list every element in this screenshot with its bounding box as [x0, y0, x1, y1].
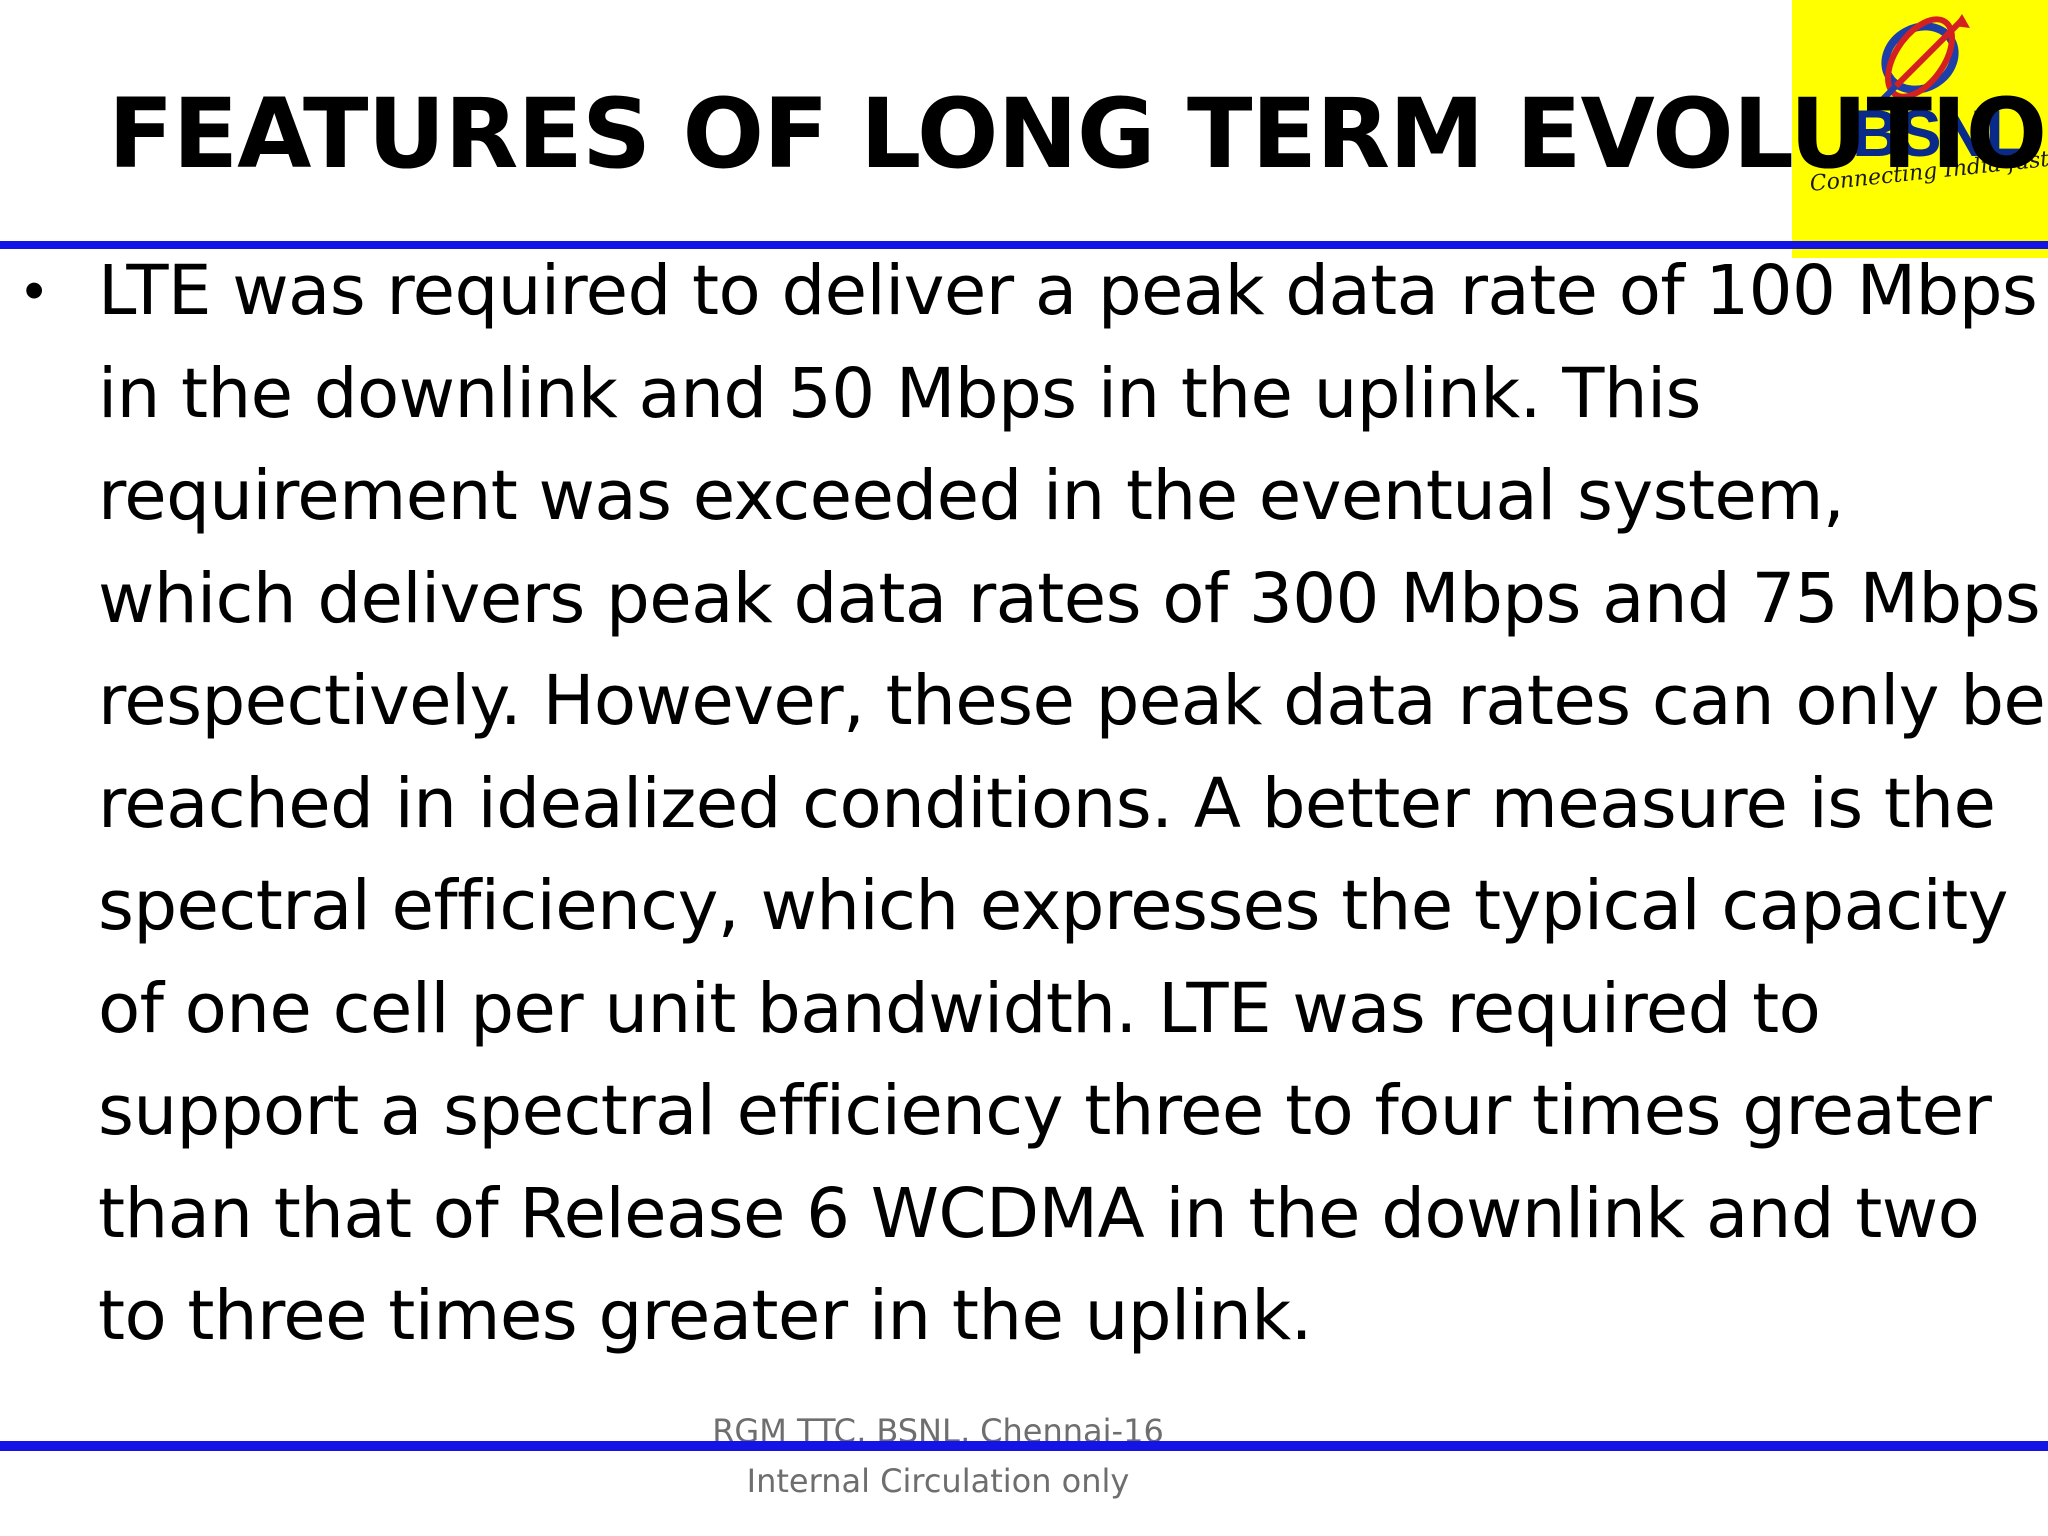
title-divider [0, 241, 2048, 249]
bullet-dot-icon: • [24, 258, 45, 323]
footer-circulation-note: Internal Circulation only [746, 1462, 1130, 1500]
bullet-list: • LTE was required to deliver a peak dat… [0, 240, 2048, 1368]
bullet-text: LTE was required to deliver a peak data … [98, 251, 2046, 1356]
footer-divider [0, 1441, 2048, 1451]
logo-name: BSNL [1852, 96, 2026, 170]
slide-title: FEATURES OF LONG TERM EVOLUTION [108, 78, 2048, 190]
bullet-item: • LTE was required to deliver a peak dat… [0, 240, 2048, 1368]
bsnl-logo: BSNL Connecting India faster [1792, 0, 2048, 258]
bsnl-logo-icon [1792, 0, 2048, 258]
